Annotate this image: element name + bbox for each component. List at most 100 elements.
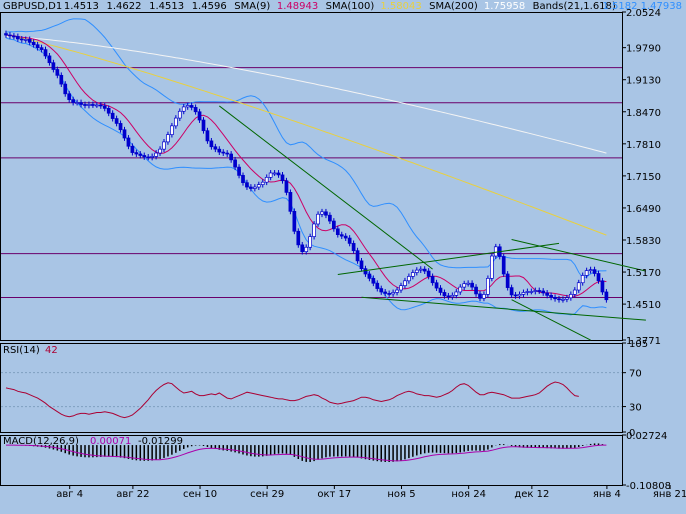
candle-body[interactable] bbox=[150, 156, 154, 158]
candle-body[interactable] bbox=[517, 294, 522, 297]
candle-body[interactable] bbox=[43, 49, 48, 57]
candle-body[interactable] bbox=[102, 105, 107, 109]
candle-body[interactable] bbox=[466, 282, 470, 285]
candle-body[interactable] bbox=[553, 296, 557, 300]
candle-body[interactable] bbox=[446, 295, 451, 298]
candle-body[interactable] bbox=[213, 146, 218, 150]
candle-body[interactable] bbox=[87, 104, 91, 106]
candle-body[interactable] bbox=[414, 269, 419, 273]
candle-body[interactable] bbox=[328, 214, 332, 222]
candle-body[interactable] bbox=[225, 152, 230, 155]
candle-body[interactable] bbox=[296, 230, 301, 246]
candle-body[interactable] bbox=[237, 166, 241, 176]
candle-body[interactable] bbox=[557, 298, 561, 301]
candle-body[interactable] bbox=[260, 181, 265, 185]
candle-body[interactable] bbox=[320, 211, 324, 215]
candle-body[interactable] bbox=[482, 294, 486, 299]
candle-body[interactable] bbox=[403, 280, 407, 286]
candle-body[interactable] bbox=[359, 260, 364, 269]
candle-body[interactable] bbox=[422, 268, 427, 272]
candle-body[interactable] bbox=[12, 35, 16, 38]
candle-body[interactable] bbox=[332, 220, 336, 230]
candle-body[interactable] bbox=[264, 176, 269, 183]
candle-body[interactable] bbox=[442, 292, 447, 297]
candle-body[interactable] bbox=[363, 268, 368, 275]
candle-body[interactable] bbox=[343, 235, 348, 239]
candle-body[interactable] bbox=[31, 41, 36, 46]
candle-body[interactable] bbox=[430, 276, 435, 284]
candle-body[interactable] bbox=[94, 104, 99, 107]
candle-body[interactable] bbox=[292, 210, 297, 232]
candle-body[interactable] bbox=[580, 275, 585, 284]
candle-body[interactable] bbox=[126, 137, 131, 147]
candle-body[interactable] bbox=[596, 273, 601, 282]
candle-body[interactable] bbox=[229, 153, 233, 161]
candle-body[interactable] bbox=[241, 175, 245, 184]
candle-body[interactable] bbox=[375, 282, 380, 289]
candle-body[interactable] bbox=[568, 294, 573, 299]
candle-body[interactable] bbox=[576, 282, 581, 291]
candle-body[interactable] bbox=[268, 172, 273, 178]
candle-body[interactable] bbox=[75, 102, 79, 104]
candle-body[interactable] bbox=[221, 151, 226, 154]
candle-body[interactable] bbox=[383, 291, 388, 294]
candle-body[interactable] bbox=[509, 287, 514, 296]
candle-body[interactable] bbox=[572, 289, 577, 295]
candle-body[interactable] bbox=[59, 74, 64, 85]
candle-body[interactable] bbox=[174, 117, 178, 127]
candle-body[interactable] bbox=[335, 228, 340, 235]
candle-body[interactable] bbox=[181, 106, 186, 112]
candle-body[interactable] bbox=[138, 153, 143, 156]
candle-body[interactable] bbox=[316, 213, 320, 225]
candle-body[interactable] bbox=[233, 159, 237, 168]
candle-body[interactable] bbox=[470, 282, 474, 288]
candle-body[interactable] bbox=[63, 83, 68, 95]
candle-body[interactable] bbox=[256, 184, 261, 188]
candle-body[interactable] bbox=[561, 298, 565, 301]
candle-body[interactable] bbox=[486, 278, 490, 295]
candle-body[interactable] bbox=[300, 244, 305, 252]
candle-body[interactable] bbox=[245, 182, 249, 188]
candle-body[interactable] bbox=[79, 102, 83, 105]
candle-body[interactable] bbox=[272, 172, 277, 175]
candle-body[interactable] bbox=[395, 289, 399, 293]
candle-body[interactable] bbox=[434, 282, 439, 289]
candle-body[interactable] bbox=[379, 288, 384, 293]
candle-body[interactable] bbox=[98, 104, 103, 107]
candle-body[interactable] bbox=[339, 234, 344, 237]
candle-body[interactable] bbox=[284, 180, 289, 193]
candle-body[interactable] bbox=[122, 129, 127, 139]
candle-body[interactable] bbox=[134, 152, 139, 155]
candle-body[interactable] bbox=[209, 140, 214, 148]
candle-body[interactable] bbox=[474, 286, 478, 295]
candle-body[interactable] bbox=[588, 269, 593, 271]
candle-body[interactable] bbox=[185, 105, 190, 108]
candle-body[interactable] bbox=[118, 123, 123, 131]
candle-body[interactable] bbox=[8, 34, 12, 37]
candle-body[interactable] bbox=[205, 130, 210, 142]
candle-body[interactable] bbox=[110, 112, 115, 119]
candle-body[interactable] bbox=[83, 104, 87, 106]
candle-body[interactable] bbox=[426, 270, 431, 277]
candle-body[interactable] bbox=[584, 270, 589, 276]
candle-body[interactable] bbox=[438, 287, 443, 293]
candle-body[interactable] bbox=[458, 286, 463, 293]
candle-body[interactable] bbox=[217, 148, 222, 153]
candle-body[interactable] bbox=[462, 283, 467, 288]
candle-body[interactable] bbox=[533, 290, 538, 292]
trendline-1[interactable] bbox=[337, 242, 560, 275]
candle-body[interactable] bbox=[407, 276, 411, 282]
candle-body[interactable] bbox=[47, 55, 52, 64]
candle-body[interactable] bbox=[513, 294, 518, 297]
candle-body[interactable] bbox=[154, 152, 158, 157]
candle-body[interactable] bbox=[549, 295, 553, 298]
candle-body[interactable] bbox=[193, 107, 198, 113]
candle-body[interactable] bbox=[177, 110, 182, 119]
candle-body[interactable] bbox=[525, 291, 530, 293]
candle-body[interactable] bbox=[4, 33, 8, 36]
candle-body[interactable] bbox=[371, 278, 376, 284]
candle-body[interactable] bbox=[35, 44, 40, 49]
candle-body[interactable] bbox=[387, 293, 391, 295]
candle-body[interactable] bbox=[545, 292, 550, 296]
